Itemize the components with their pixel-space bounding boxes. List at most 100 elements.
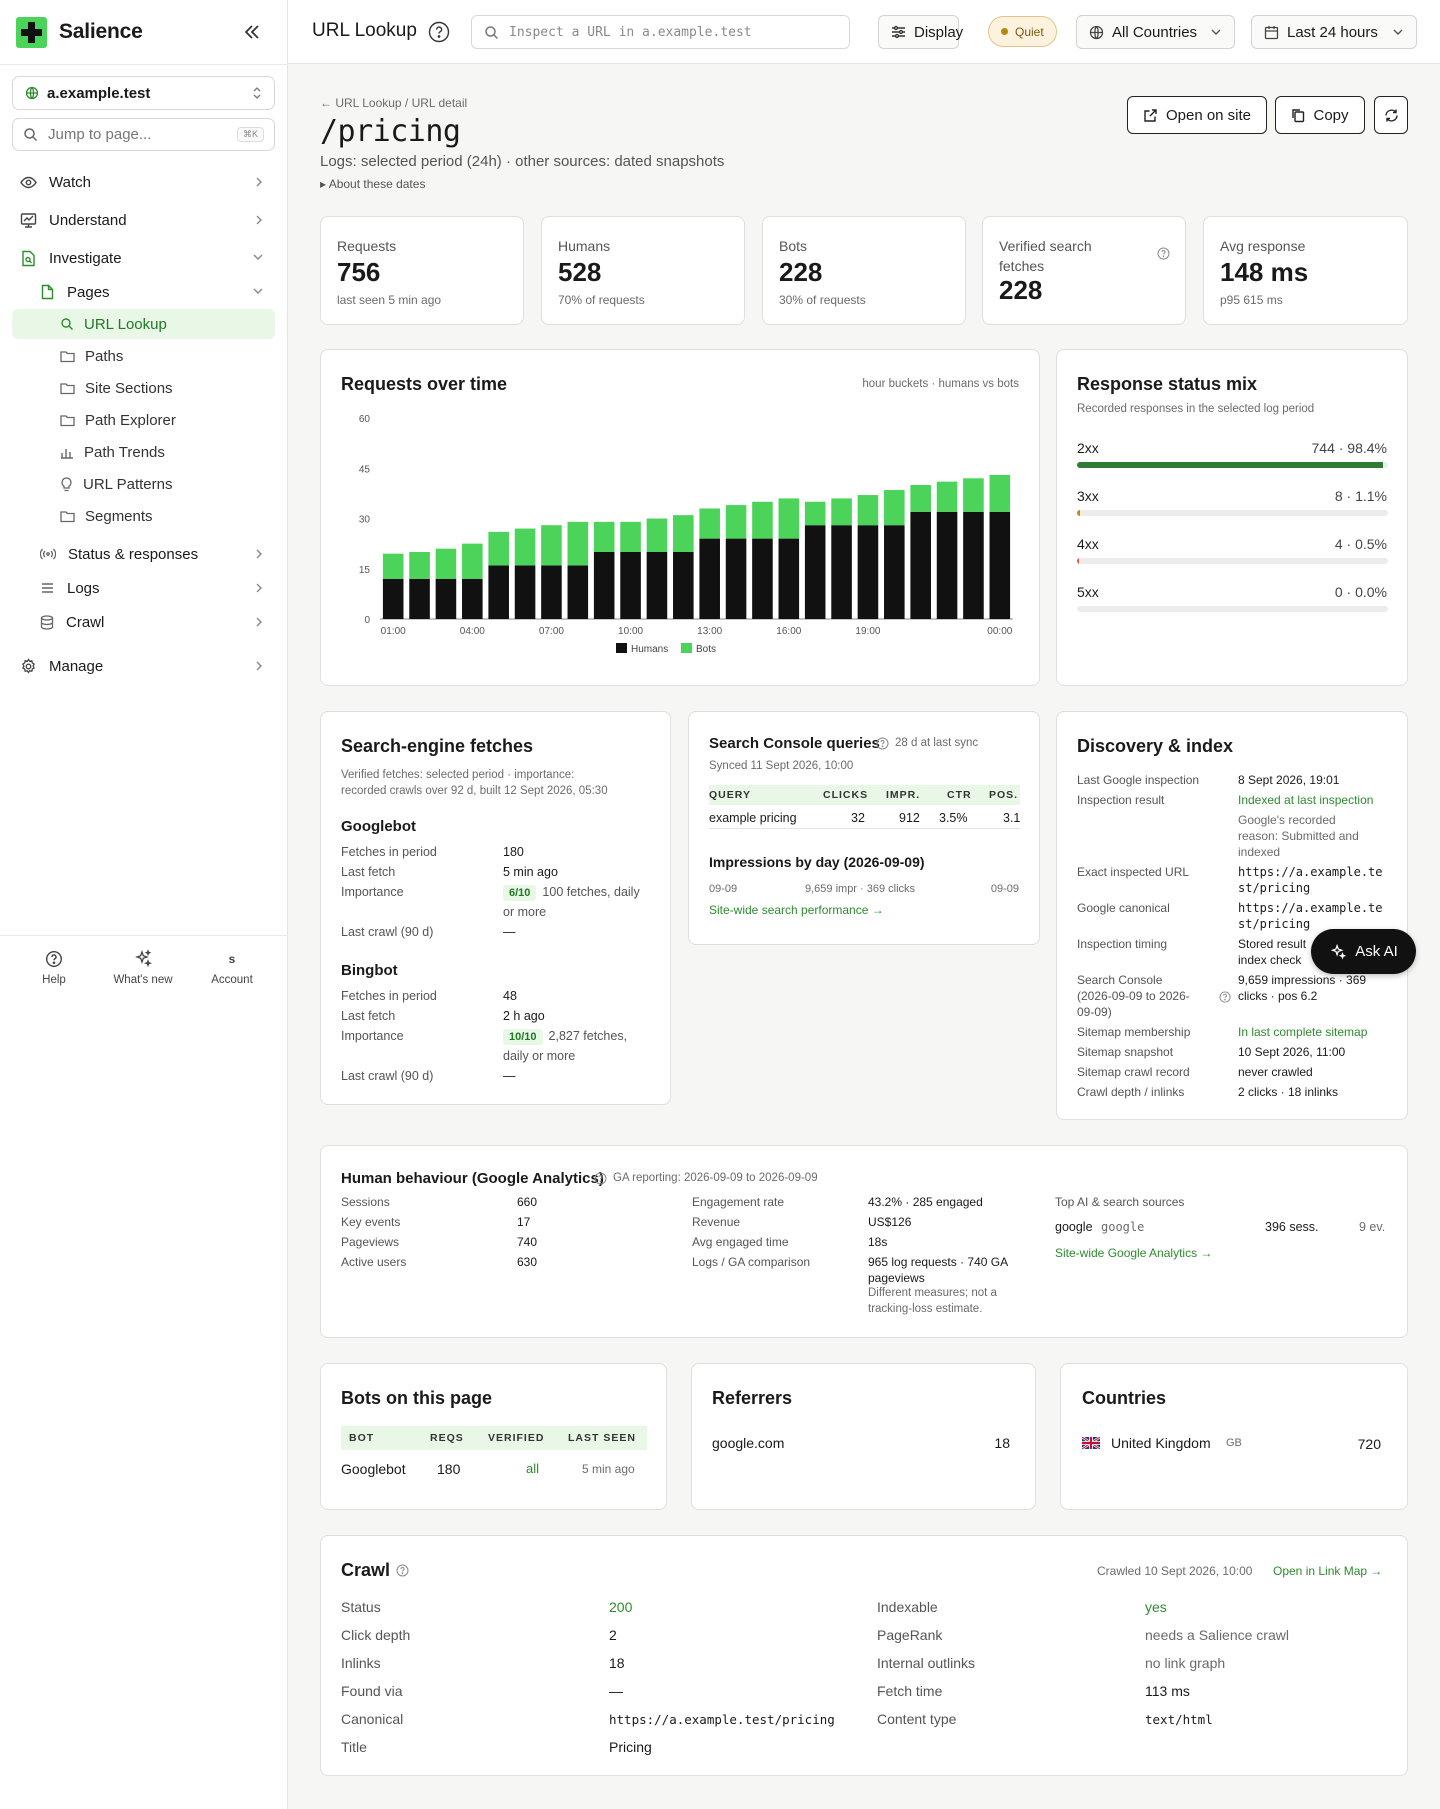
signal-icon — [40, 547, 56, 561]
site-selector[interactable]: a.example.test — [12, 76, 275, 110]
chevron-right-icon — [253, 213, 265, 227]
timing-value: Stored result — [1238, 937, 1307, 951]
help-icon[interactable] — [428, 21, 450, 43]
bar-bots — [857, 495, 879, 526]
bar-humans — [725, 538, 747, 619]
legend-swatch — [681, 643, 692, 653]
info-icon[interactable] — [876, 737, 889, 750]
chevron-right-icon — [253, 175, 265, 189]
bar-bots — [646, 518, 668, 552]
field-label: Content type — [877, 1711, 957, 1727]
copy-button[interactable]: Copy — [1275, 96, 1365, 134]
account-button[interactable]: s Account — [192, 948, 272, 986]
sc-synced: Synced 11 Sept 2026, 10:00 — [709, 760, 854, 772]
bar-humans — [857, 525, 879, 619]
field-value: needs a Salience crawl — [1145, 1627, 1289, 1643]
nav-understand[interactable]: Understand — [12, 205, 275, 235]
countries-select[interactable]: All Countries — [1076, 15, 1235, 49]
field-value: 630 — [517, 1255, 538, 1269]
nav-crawl[interactable]: Crawl — [12, 607, 275, 637]
open-on-site-button[interactable]: Open on site — [1127, 96, 1267, 134]
referrers-card: Referrers google.com 18 — [691, 1363, 1036, 1510]
bar-bots — [382, 553, 404, 579]
kpi-value: 228 — [779, 257, 823, 287]
field-value: pageviews — [868, 1271, 925, 1285]
chevron-down-icon — [251, 251, 265, 263]
imp-start: 09-09 — [709, 883, 738, 895]
col-header: IMPR. — [886, 789, 921, 801]
col-header: POS. — [989, 789, 1019, 801]
status-badge[interactable]: Quiet — [988, 16, 1057, 47]
status-bar-3xx — [1077, 510, 1388, 516]
ask-ai-button[interactable]: Ask AI — [1311, 929, 1416, 974]
help-button[interactable]: Help — [14, 948, 94, 986]
importance-text: 100 fetches, daily — [542, 885, 640, 899]
nav-label: Status & responses — [68, 545, 199, 563]
info-icon[interactable] — [1219, 991, 1231, 1003]
open-link-map-link[interactable]: Open in Link Map → — [1273, 1564, 1383, 1578]
breadcrumb[interactable]: ← URL Lookup / URL detail — [320, 96, 468, 110]
nav-manage[interactable]: Manage — [12, 651, 275, 681]
nav-url-lookup[interactable]: URL Lookup — [12, 309, 275, 339]
chevron-right-icon — [253, 615, 265, 629]
ga-title: Human behaviour (Google Analytics) — [341, 1170, 604, 1187]
field-label: Sitemap snapshot — [1077, 1045, 1174, 1059]
url-search-input[interactable]: Inspect a URL in a.example.test — [471, 15, 850, 49]
sparkles-icon — [103, 948, 183, 970]
info-icon[interactable] — [396, 1564, 409, 1577]
list-icon — [40, 581, 55, 595]
status-value: 0 · 0.0% — [1334, 584, 1387, 600]
nav-site-sections[interactable]: Site Sections — [12, 373, 275, 403]
jump-to-page-input[interactable]: Jump to page... ⌘K — [12, 118, 275, 151]
brand[interactable]: Salience — [16, 16, 143, 48]
nav-investigate[interactable]: Investigate — [12, 243, 275, 273]
col-header: CTR — [947, 789, 972, 801]
collapse-sidebar-icon[interactable] — [240, 20, 264, 44]
field-label: Active users — [341, 1255, 407, 1269]
table-row[interactable]: example pricing 32 912 3.5% 3.1 — [709, 805, 1020, 829]
bar-bots — [409, 552, 430, 579]
status-bar-fill — [1077, 510, 1081, 516]
external-link-icon — [1143, 108, 1158, 123]
importance-score: 6/10 — [503, 885, 537, 901]
bar-bots — [567, 521, 589, 566]
imp-summary: 9,659 impr · 369 clicks — [805, 883, 916, 895]
bar-humans — [804, 525, 826, 619]
inspection-reason: indexed — [1238, 845, 1281, 859]
table-row[interactable]: Googlebot 180 all 5 min ago — [341, 1456, 647, 1482]
nav-paths[interactable]: Paths — [12, 341, 275, 371]
status-mix-subtitle: Recorded responses in the selected log p… — [1077, 403, 1315, 415]
period-select[interactable]: Last 24 hours — [1251, 15, 1417, 49]
nav-segments[interactable]: Segments — [12, 501, 275, 531]
help-label: Help — [42, 974, 66, 986]
bar-humans — [673, 552, 694, 619]
importance-value: 6/10 100 fetches, daily — [503, 885, 640, 901]
sitemap-value: In last complete sitemap — [1238, 1025, 1368, 1039]
whats-new-button[interactable]: What's new — [103, 948, 183, 986]
crawl-title: Crawl — [341, 1560, 391, 1580]
importance-text: or more — [503, 905, 547, 919]
nav-logs[interactable]: Logs — [12, 573, 275, 603]
nav-pages[interactable]: Pages — [12, 277, 275, 307]
nav-path-explorer[interactable]: Path Explorer — [12, 405, 275, 435]
info-icon[interactable] — [1157, 247, 1170, 260]
field-value: 660 — [517, 1195, 538, 1209]
info-icon[interactable] — [594, 1172, 607, 1185]
field-label: Inlinks — [341, 1655, 381, 1671]
country-name[interactable]: United Kingdom — [1111, 1435, 1211, 1451]
about-dates-toggle[interactable]: ▸ About these dates — [320, 177, 425, 191]
nav-path-trends[interactable]: Path Trends — [12, 437, 275, 467]
nav-url-patterns[interactable]: URL Patterns — [12, 469, 275, 499]
display-button[interactable]: Display — [878, 15, 963, 49]
site-name: a.example.test — [47, 84, 151, 102]
site-wide-ga-link[interactable]: Site-wide Google Analytics → — [1055, 1246, 1213, 1260]
legend-label: Humans — [631, 644, 668, 655]
bar-humans — [752, 538, 773, 619]
nav-status-responses[interactable]: Status & responses — [12, 539, 275, 569]
comparison-note: tracking-loss estimate. — [868, 1303, 983, 1315]
site-wide-search-link[interactable]: Site-wide search performance → — [709, 903, 884, 917]
referrer-name[interactable]: google.com — [712, 1435, 785, 1451]
nav-watch[interactable]: Watch — [12, 167, 275, 197]
comparison-note: Different measures; not a — [868, 1287, 997, 1299]
refresh-button[interactable] — [1374, 96, 1408, 134]
